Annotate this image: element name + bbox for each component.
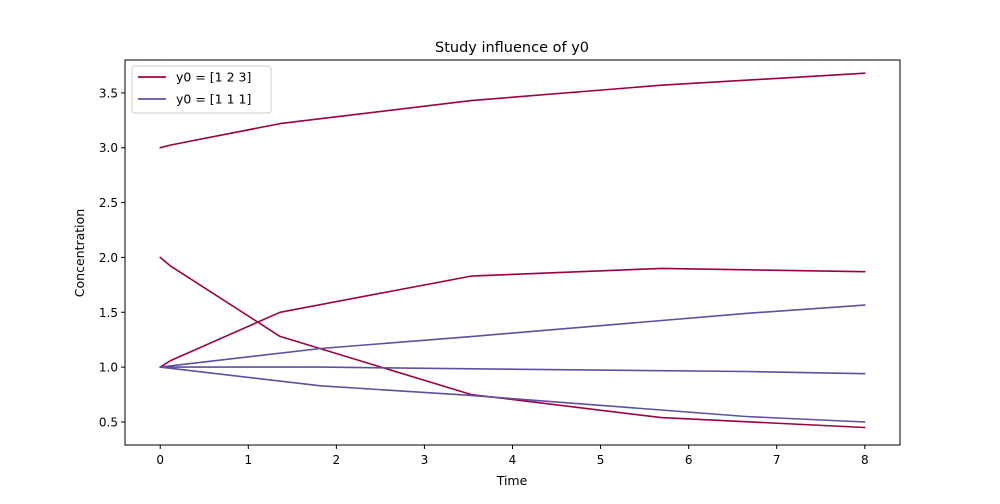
x-tick-label: 7 (773, 453, 781, 467)
y-tick-label: 0.5 (99, 415, 118, 429)
x-tick-label: 0 (156, 453, 164, 467)
series-1-curve-2 (159, 366, 866, 423)
x-tick-label: 2 (333, 453, 341, 467)
legend-entries: y0 = [1 2 3] y0 = [1 1 1] (138, 70, 251, 107)
x-tick-label: 8 (861, 453, 869, 467)
legend: y0 = [1 2 3] y0 = [1 1 1] (131, 65, 272, 114)
x-tick-label: 1 (244, 453, 252, 467)
x-tick-label: 6 (685, 453, 693, 467)
legend-box (131, 65, 272, 114)
y-axis-label: Concentration (72, 209, 87, 297)
x-axis-label: Time (496, 473, 528, 488)
series-0-curve-0 (159, 72, 866, 149)
x-tick-label: 3 (421, 453, 429, 467)
x-tick-label: 5 (597, 453, 605, 467)
y-tick-label: 3.0 (99, 141, 118, 155)
series-0-curve-2 (159, 267, 866, 368)
x-tick-label: 4 (509, 453, 517, 467)
legend-label-0: y0 = [1 2 3] (176, 70, 251, 85)
y-tick-label: 2.0 (99, 251, 118, 265)
series-1-curve-0 (159, 304, 866, 368)
chart-title: Study influence of y0 (435, 40, 589, 56)
series-1-curve-1 (159, 366, 866, 375)
y-axis-ticks: 0.5 1.0 1.5 2.0 2.5 3.0 3.5 (99, 86, 125, 429)
y-tick-label: 1.0 (99, 361, 118, 375)
x-axis-ticks: 0 1 2 3 4 5 6 7 8 (156, 445, 869, 467)
series-lines (159, 72, 866, 429)
series-0-curve-1 (159, 256, 866, 429)
y-tick-label: 2.5 (99, 196, 118, 210)
legend-label-1: y0 = [1 1 1] (176, 92, 251, 107)
y-tick-label: 1.5 (99, 306, 118, 320)
y-tick-label: 3.5 (99, 86, 118, 100)
